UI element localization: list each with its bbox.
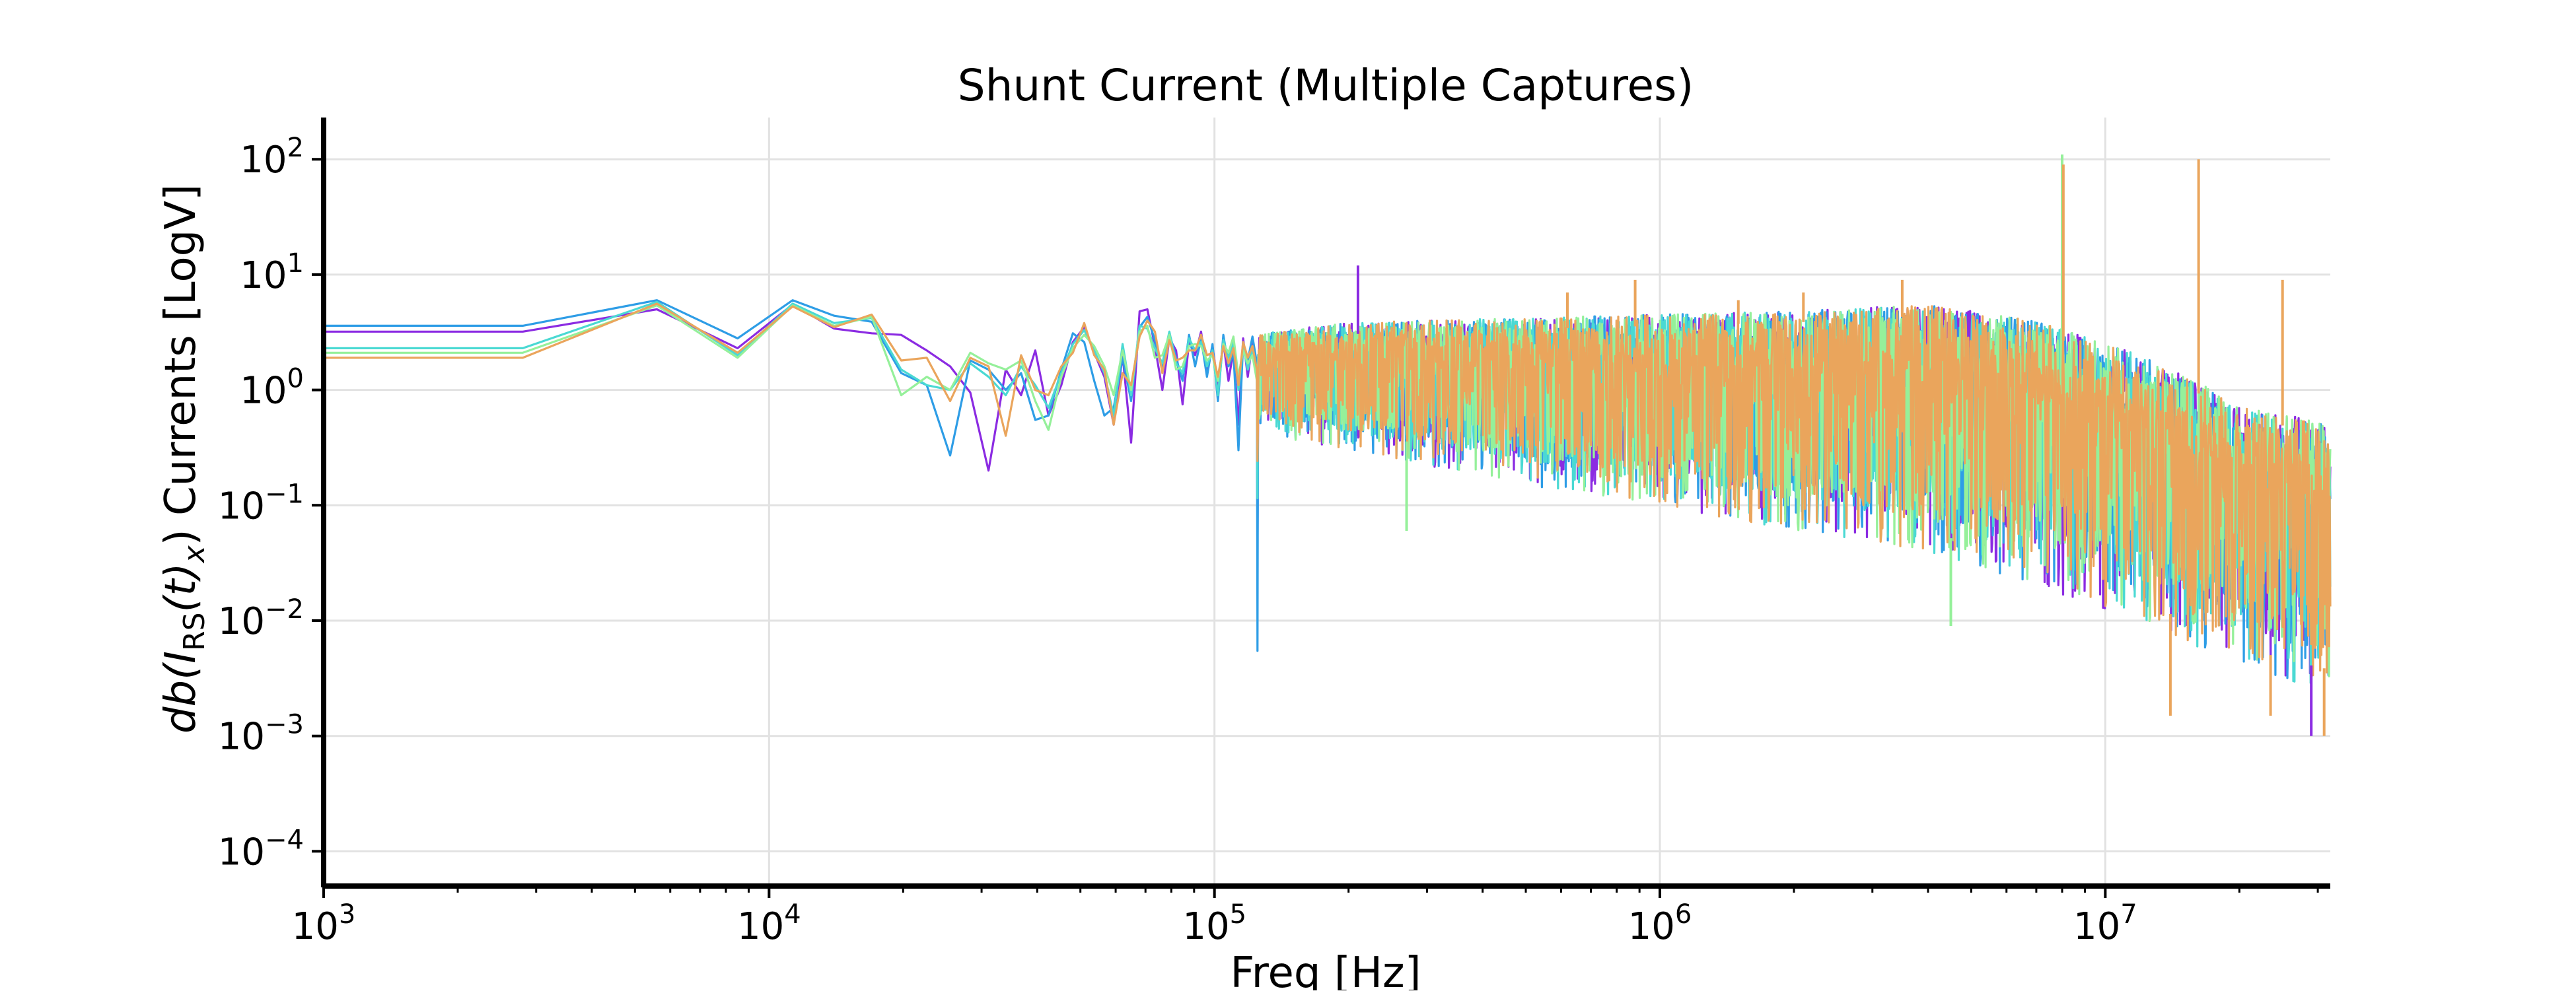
plot-area (324, 154, 2332, 736)
x-tick-label: 104 (737, 899, 801, 948)
y-axis-label-middle: (t) (157, 563, 205, 612)
x-axis-label: Freq [Hz] (1230, 949, 1421, 990)
y-tick-label: 102 (240, 133, 304, 182)
y-tick-label: 10−3 (218, 710, 304, 759)
x-ticks: 103 104 105 106 107 (292, 886, 2319, 948)
x-tick-label: 105 (1182, 899, 1246, 948)
y-axis-label-subscript2: x (178, 545, 211, 564)
y-ticks: 102 101 100 10−1 10−2 10−3 10−4 (218, 133, 324, 873)
axes (321, 118, 2330, 889)
y-tick-label: 10−4 (218, 825, 304, 873)
y-tick-label: 100 (240, 364, 304, 413)
x-tick-label: 106 (1628, 899, 1692, 948)
y-tick-label: 101 (240, 248, 304, 297)
y-axis-label-prefix: db(I (157, 651, 205, 734)
x-tick-label: 103 (292, 899, 356, 948)
x-tick-label: 107 (2073, 899, 2137, 948)
y-tick-label: 10−1 (218, 479, 304, 528)
y-axis-label-subscript: RS (178, 612, 211, 651)
y-axis-label-suffix: ) Currents [LogV] (157, 184, 205, 545)
chart-title: Shunt Current (Multiple Captures) (958, 60, 1694, 111)
y-tick-label: 10−2 (218, 594, 304, 643)
y-axis-label: db(IRS(t)x) Currents [LogV] (157, 184, 211, 734)
series-line (324, 302, 2332, 677)
